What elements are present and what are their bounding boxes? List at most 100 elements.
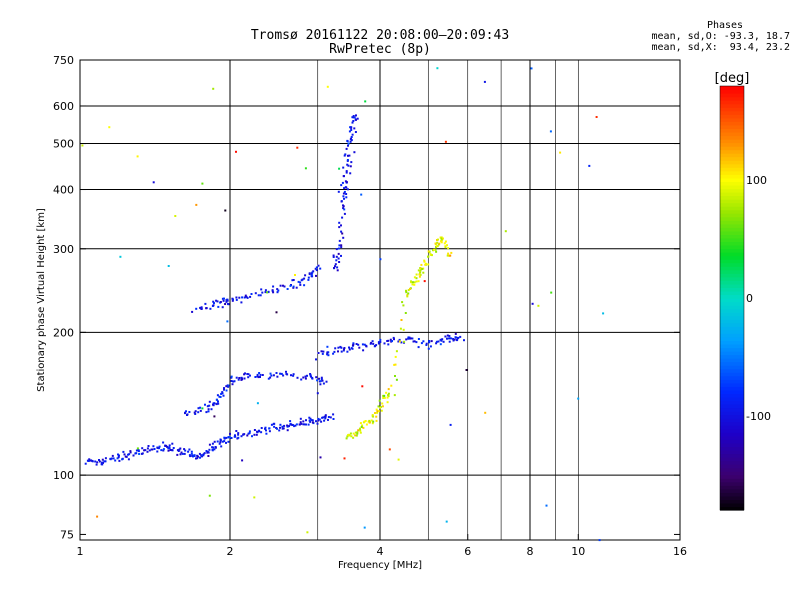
data-point [438, 242, 441, 245]
data-point [360, 426, 363, 428]
data-point [260, 431, 263, 434]
data-point [322, 416, 325, 419]
data-point [411, 283, 414, 286]
data-point [235, 430, 238, 432]
data-point [304, 274, 307, 277]
data-point [167, 449, 170, 452]
colorbar-segment [720, 209, 744, 214]
data-point [409, 337, 411, 340]
data-point [345, 147, 348, 150]
data-point [334, 265, 336, 268]
data-point [260, 427, 263, 429]
data-point [227, 303, 230, 306]
data-point [218, 442, 221, 445]
data-point [118, 454, 120, 457]
data-point [197, 407, 200, 410]
noise-point [537, 304, 540, 307]
data-point [290, 423, 293, 426]
data-point [435, 340, 438, 343]
data-point [289, 284, 292, 287]
data-point [441, 338, 444, 341]
data-point [273, 425, 276, 428]
colorbar-segment [720, 418, 744, 423]
data-point [437, 238, 439, 241]
colorbar-segment [720, 237, 744, 243]
data-point [352, 115, 355, 117]
data-point [215, 403, 218, 406]
colorbar-segment [720, 449, 744, 455]
data-point [319, 267, 322, 270]
data-point [307, 278, 310, 281]
data-point [410, 281, 413, 284]
data-point [309, 417, 312, 420]
data-point [299, 283, 302, 286]
data-point [420, 263, 423, 266]
colorbar-segment [720, 453, 744, 458]
data-point [248, 430, 251, 433]
data-point [166, 445, 169, 448]
data-point [447, 247, 450, 250]
data-point [336, 266, 339, 269]
colorbar-segment [720, 478, 744, 483]
data-point [449, 254, 452, 257]
data-point [350, 435, 353, 438]
data-point [309, 374, 312, 377]
data-point [138, 453, 141, 455]
data-point [205, 450, 208, 452]
data-point [231, 383, 234, 386]
data-point [232, 380, 235, 383]
data-point [392, 336, 395, 339]
data-point [382, 397, 385, 399]
data-point [365, 423, 368, 426]
data-point [193, 411, 196, 414]
data-point [199, 406, 202, 409]
data-point [343, 212, 346, 215]
data-point [258, 430, 261, 433]
data-point [127, 458, 130, 461]
data-point [285, 370, 287, 373]
noise-point [598, 539, 601, 542]
data-point [436, 245, 439, 248]
noise-point [549, 130, 552, 133]
data-point [261, 291, 264, 294]
data-point [444, 335, 447, 338]
data-point [218, 395, 221, 398]
data-point [289, 420, 292, 423]
noise-point [241, 459, 244, 462]
data-point [183, 452, 186, 455]
data-point [140, 452, 143, 455]
data-point [337, 247, 340, 250]
noise-point [602, 312, 605, 315]
data-point [446, 244, 448, 247]
data-point [311, 377, 314, 380]
data-point [439, 343, 442, 346]
data-point [337, 346, 340, 349]
data-point [135, 449, 138, 452]
noise-point [256, 402, 259, 405]
colorbar-segment [720, 471, 744, 476]
colorbar-segment [720, 432, 744, 437]
data-point [315, 269, 318, 272]
data-point [157, 447, 160, 449]
data-point [327, 418, 329, 421]
data-point [320, 420, 323, 423]
data-point [240, 377, 243, 380]
data-point [320, 350, 323, 353]
data-point [221, 306, 224, 309]
data-point [267, 377, 270, 380]
colorbar-segment [720, 93, 744, 98]
colorbar-segment [720, 128, 744, 133]
data-point [225, 389, 228, 392]
y-tick-label: 500 [53, 138, 74, 151]
data-point [336, 269, 339, 272]
data-point [374, 412, 376, 414]
data-point [237, 433, 240, 436]
colorbar-segment [720, 241, 744, 246]
data-point [409, 288, 411, 290]
data-point [188, 411, 191, 413]
data-point [318, 377, 320, 380]
data-point [455, 336, 458, 339]
colorbar-segment [720, 206, 744, 211]
noise-point [201, 407, 204, 410]
colorbar-segment [720, 199, 744, 204]
